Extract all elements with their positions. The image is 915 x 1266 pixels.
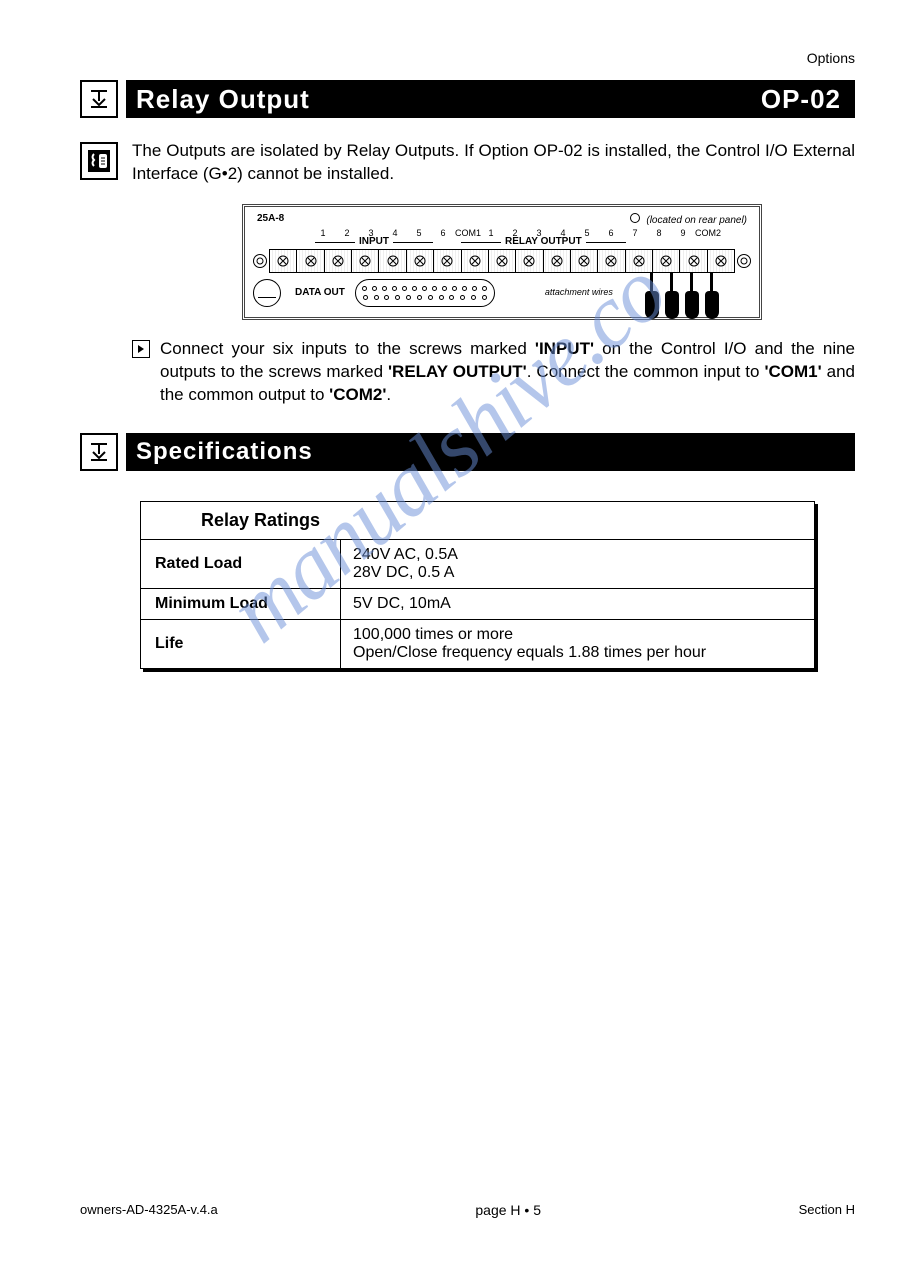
table-title: Relay Ratings <box>141 501 815 539</box>
terminal-screw <box>297 250 324 272</box>
spec-value: 100,000 times or moreOpen/Close frequenc… <box>341 619 815 668</box>
page-footer: owners-AD-4325A-v.4.a page H • 5 Section… <box>80 1202 855 1218</box>
terminal-screw <box>489 250 516 272</box>
main-header-bar: Relay Output OP-02 <box>80 80 855 118</box>
terminal-screw <box>544 250 571 272</box>
terminal-number: 2 <box>335 228 359 238</box>
input-label: INPUT <box>359 236 389 247</box>
specifications-table-wrap: Relay Ratings Rated Load240V AC, 0.5A28V… <box>140 501 815 669</box>
terminal-screw <box>434 250 461 272</box>
terminal-screw <box>352 250 379 272</box>
mounting-screw-icon <box>253 254 267 268</box>
down-arrow-icon <box>80 433 118 471</box>
sub-header-title: Specifications <box>136 438 313 466</box>
specifications-table: Relay Ratings Rated Load240V AC, 0.5A28V… <box>140 501 815 669</box>
specifications-header: Specifications <box>80 433 855 471</box>
bullet-play-icon <box>132 340 150 358</box>
terminal-screw <box>516 250 543 272</box>
terminal-number: 1 <box>311 228 335 238</box>
spec-label: Life <box>141 619 341 668</box>
diagram-model-label: 25A-8 <box>257 213 284 226</box>
terminal-number: 9 <box>671 228 695 238</box>
spec-value: 5V DC, 10mA <box>341 588 815 619</box>
page-category-label: Options <box>807 50 855 66</box>
terminal-screw <box>270 250 297 272</box>
din-connector-icon <box>253 279 281 307</box>
terminal-number: 1 <box>479 228 503 238</box>
dataout-label: DATA OUT <box>295 287 345 298</box>
intro-paragraph: The Outputs are isolated by Relay Output… <box>132 140 855 186</box>
terminal-number: 7 <box>623 228 647 238</box>
rear-panel-diagram: 25A-8 (located on rear panel) 123456COM1… <box>242 204 762 320</box>
table-row: Minimum Load5V DC, 10mA <box>141 588 815 619</box>
spec-value: 240V AC, 0.5A28V DC, 0.5 A <box>341 539 815 588</box>
terminal-screw <box>626 250 653 272</box>
screw-icon <box>630 213 640 223</box>
terminal-screw <box>571 250 598 272</box>
terminal-screw <box>407 250 434 272</box>
down-arrow-icon <box>80 80 118 118</box>
terminal-number: 6 <box>599 228 623 238</box>
terminal-block <box>269 249 735 273</box>
note-icon <box>80 142 118 180</box>
instruction-paragraph: Connect your six inputs to the screws ma… <box>160 338 855 407</box>
footer-section: Section H <box>799 1202 855 1218</box>
header-code: OP-02 <box>761 84 841 115</box>
attachment-wires-label: attachment wires <box>545 288 613 298</box>
spec-label: Rated Load <box>141 539 341 588</box>
terminal-screw <box>653 250 680 272</box>
terminal-number: 8 <box>647 228 671 238</box>
terminal-screw <box>598 250 625 272</box>
footer-doc-id: owners-AD-4325A-v.4.a <box>80 1202 218 1218</box>
footer-page-number: page H • 5 <box>475 1202 541 1218</box>
mounting-screw-icon <box>737 254 751 268</box>
terminal-number: COM2 <box>695 228 719 238</box>
table-row: Life100,000 times or moreOpen/Close freq… <box>141 619 815 668</box>
header-title: Relay Output <box>136 84 310 115</box>
terminal-screw <box>379 250 406 272</box>
terminal-screw <box>462 250 489 272</box>
terminal-screw <box>325 250 352 272</box>
attachment-wires-icon <box>645 291 719 319</box>
table-row: Rated Load240V AC, 0.5A28V DC, 0.5 A <box>141 539 815 588</box>
spec-label: Minimum Load <box>141 588 341 619</box>
relay-output-label: RELAY OUTPUT <box>505 236 582 247</box>
terminal-screw <box>708 250 734 272</box>
diagram-located-label: (located on rear panel) <box>646 215 747 226</box>
terminal-number: 5 <box>407 228 431 238</box>
terminal-screw <box>680 250 707 272</box>
dsub-connector-icon <box>355 279 495 307</box>
terminal-number: COM1 <box>455 228 479 238</box>
